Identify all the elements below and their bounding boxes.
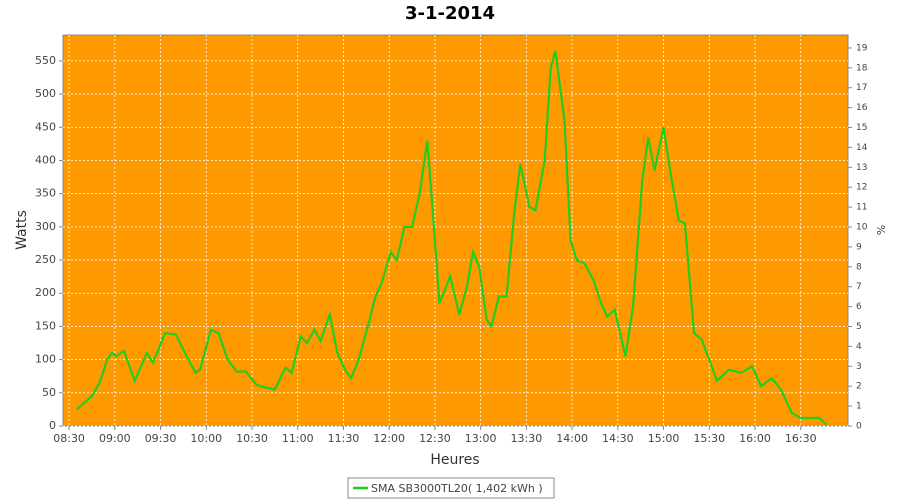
x-tick-label: 15:00: [648, 432, 680, 445]
y2-tick-label: 16: [856, 103, 868, 113]
y2-tick-label: 14: [856, 143, 868, 153]
chart-title: 3-1-2014: [405, 3, 495, 24]
y-tick-label: 250: [35, 253, 56, 266]
x-tick-label: 09:00: [99, 432, 131, 445]
y2-tick-label: 9: [856, 242, 862, 252]
x-tick-label: 11:00: [282, 432, 314, 445]
x-tick-label: 10:00: [190, 432, 222, 445]
y-tick-label: 300: [35, 220, 56, 233]
y2-tick-label: 15: [856, 123, 867, 133]
y2-tick-label: 8: [856, 262, 862, 272]
x-tick-label: 16:00: [739, 432, 771, 445]
y-tick-label: 50: [42, 386, 56, 399]
x-tick-label: 14:00: [556, 432, 588, 445]
legend: [347, 477, 555, 499]
y-tick-label: 150: [35, 319, 56, 332]
y2-tick-label: 3: [856, 362, 862, 372]
x-tick-label: 13:30: [511, 432, 543, 445]
x-tick-label: 14:30: [602, 432, 634, 445]
y2-tick-label: 10: [856, 223, 868, 233]
y-tick-label: 500: [35, 87, 56, 100]
x-tick-label: 11:30: [328, 432, 360, 445]
data-line: [75, 50, 828, 426]
y2-tick-label: 17: [856, 83, 867, 93]
x-tick-label: 12:30: [419, 432, 451, 445]
y-tick-label: 450: [35, 120, 56, 133]
x-tick-label: 16:30: [785, 432, 817, 445]
x-tick-label: 10:30: [236, 432, 268, 445]
y2-tick-label: 7: [856, 282, 862, 292]
y2-axis-label: %: [874, 225, 887, 235]
y-tick-label: 400: [35, 153, 56, 166]
x-tick-label: 09:30: [145, 432, 177, 445]
x-tick-label: 08:30: [53, 432, 85, 445]
y-tick-label: 0: [49, 419, 56, 432]
y2-tick-label: 5: [856, 322, 862, 332]
y2-tick-label: 13: [856, 163, 867, 173]
y2-tick-label: 4: [856, 342, 862, 352]
x-axis-label: Heures: [430, 452, 479, 468]
x-tick-label: 12:00: [373, 432, 405, 445]
x-tick-label: 13:00: [465, 432, 497, 445]
plot-area: [62, 34, 849, 427]
y2-tick-label: 18: [856, 63, 868, 73]
y2-tick-label: 11: [856, 203, 867, 213]
y2-tick-label: 12: [856, 183, 867, 193]
y-tick-label: 100: [35, 353, 56, 366]
y2-tick-label: 6: [856, 302, 862, 312]
y-tick-label: 350: [35, 187, 56, 200]
y-tick-label: 200: [35, 286, 56, 299]
legend-label: SMA SB3000TL20( 1,402 kWh ): [371, 482, 543, 495]
y2-tick-label: 0: [856, 422, 862, 432]
y2-tick-label: 1: [856, 402, 862, 412]
y-tick-label: 550: [35, 54, 56, 67]
x-tick-label: 15:30: [693, 432, 725, 445]
y-axis-label: Watts: [14, 210, 30, 250]
y2-tick-label: 2: [856, 382, 862, 392]
y2-tick-label: 19: [856, 43, 868, 53]
